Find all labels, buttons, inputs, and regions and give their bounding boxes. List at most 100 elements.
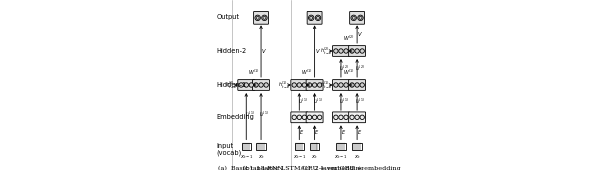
Circle shape (358, 15, 363, 21)
Circle shape (263, 16, 266, 19)
FancyBboxPatch shape (291, 80, 308, 90)
Circle shape (312, 83, 317, 87)
FancyBboxPatch shape (332, 80, 349, 90)
FancyBboxPatch shape (253, 80, 270, 90)
Circle shape (360, 49, 364, 53)
Circle shape (355, 115, 359, 120)
Text: (b)  1-layer LSTM/GRU + embedding: (b) 1-layer LSTM/GRU + embedding (243, 166, 364, 170)
Circle shape (350, 49, 354, 53)
Circle shape (254, 83, 258, 87)
Circle shape (339, 115, 343, 120)
Text: $U^{(2)}$: $U^{(2)}$ (340, 63, 349, 73)
Text: Hidden-1: Hidden-1 (216, 82, 246, 88)
Text: $E$: $E$ (357, 128, 362, 136)
Text: $V$: $V$ (357, 30, 363, 38)
Circle shape (255, 15, 261, 21)
Circle shape (292, 83, 296, 87)
Circle shape (312, 115, 317, 120)
Text: $U^{(1)}$: $U^{(1)}$ (297, 97, 308, 106)
Text: Input
(vocab): Input (vocab) (216, 143, 241, 156)
FancyBboxPatch shape (306, 112, 323, 123)
Circle shape (315, 15, 321, 21)
Circle shape (350, 83, 354, 87)
Circle shape (249, 83, 253, 87)
Circle shape (334, 83, 338, 87)
Circle shape (297, 115, 302, 120)
Circle shape (309, 16, 312, 19)
Circle shape (307, 115, 312, 120)
FancyBboxPatch shape (307, 12, 322, 24)
Text: $h_{t-2}^{(1)}$: $h_{t-2}^{(1)}$ (320, 79, 332, 91)
Text: $h_{t-2}^{(2)}$: $h_{t-2}^{(2)}$ (320, 45, 332, 57)
Text: $x_t$: $x_t$ (258, 153, 264, 161)
FancyBboxPatch shape (253, 12, 268, 24)
Text: $x_{t-1}$: $x_{t-1}$ (334, 153, 347, 161)
Circle shape (352, 16, 355, 19)
Text: $V$: $V$ (314, 47, 320, 55)
Bar (310, 143, 319, 150)
Circle shape (355, 83, 359, 87)
Text: $U^{(2)}$: $U^{(2)}$ (355, 63, 365, 73)
Circle shape (297, 83, 302, 87)
Text: (a)  Basic tanh-RNN: (a) Basic tanh-RNN (219, 166, 284, 170)
FancyBboxPatch shape (332, 46, 349, 56)
Text: $W^{(1)}$: $W^{(1)}$ (301, 68, 313, 77)
Text: $x_t$: $x_t$ (311, 153, 318, 161)
FancyBboxPatch shape (349, 80, 365, 90)
Circle shape (256, 16, 259, 19)
Text: $h_{t-2}^{(1)}$: $h_{t-2}^{(1)}$ (225, 79, 238, 91)
Text: $U^{(1)}$: $U^{(1)}$ (313, 97, 323, 106)
FancyBboxPatch shape (291, 112, 308, 123)
Circle shape (334, 115, 338, 120)
Circle shape (317, 115, 322, 120)
Text: $x_{t-1}$: $x_{t-1}$ (293, 153, 306, 161)
Text: $W^{(2)}$: $W^{(2)}$ (343, 34, 355, 43)
Circle shape (334, 49, 338, 53)
Circle shape (302, 83, 306, 87)
Circle shape (317, 16, 320, 19)
Text: Hidden-2: Hidden-2 (216, 48, 246, 54)
FancyBboxPatch shape (349, 112, 365, 123)
Text: Embedding: Embedding (216, 114, 254, 120)
FancyBboxPatch shape (332, 112, 349, 123)
Text: Output: Output (216, 14, 239, 20)
Bar (241, 143, 251, 150)
Circle shape (339, 49, 343, 53)
Circle shape (344, 49, 348, 53)
Circle shape (244, 83, 249, 87)
Text: $U^{(1)}$: $U^{(1)}$ (244, 109, 255, 118)
Text: $W^{(1)}$: $W^{(1)}$ (343, 68, 355, 77)
Text: $h_{t-2}^{(1)}$: $h_{t-2}^{(1)}$ (278, 79, 291, 91)
Text: $V$: $V$ (261, 47, 267, 55)
Circle shape (259, 83, 263, 87)
Bar (294, 143, 304, 150)
Text: $x_{t-1}$: $x_{t-1}$ (240, 153, 253, 161)
Text: (c)  2-layer GRU + embedding: (c) 2-layer GRU + embedding (302, 166, 400, 170)
Text: $U^{(1)}$: $U^{(1)}$ (259, 109, 270, 118)
Circle shape (355, 49, 359, 53)
Bar (337, 143, 346, 150)
Text: $x_t$: $x_t$ (354, 153, 361, 161)
Text: $W^{(1)}$: $W^{(1)}$ (248, 68, 259, 77)
Circle shape (308, 15, 314, 21)
Circle shape (264, 83, 268, 87)
Text: $E$: $E$ (299, 128, 304, 136)
Circle shape (302, 115, 306, 120)
Text: $U^{(1)}$: $U^{(1)}$ (340, 97, 349, 106)
Bar (352, 143, 362, 150)
Circle shape (360, 115, 364, 120)
Circle shape (239, 83, 243, 87)
Circle shape (262, 15, 267, 21)
Circle shape (360, 83, 364, 87)
Circle shape (351, 15, 356, 21)
Circle shape (339, 83, 343, 87)
FancyBboxPatch shape (306, 80, 323, 90)
FancyBboxPatch shape (349, 46, 365, 56)
Circle shape (344, 83, 348, 87)
Text: $E$: $E$ (341, 128, 346, 136)
FancyBboxPatch shape (350, 12, 365, 24)
Circle shape (359, 16, 362, 19)
Circle shape (317, 83, 322, 87)
Circle shape (292, 115, 296, 120)
Text: $U^{(1)}$: $U^{(1)}$ (355, 97, 365, 106)
